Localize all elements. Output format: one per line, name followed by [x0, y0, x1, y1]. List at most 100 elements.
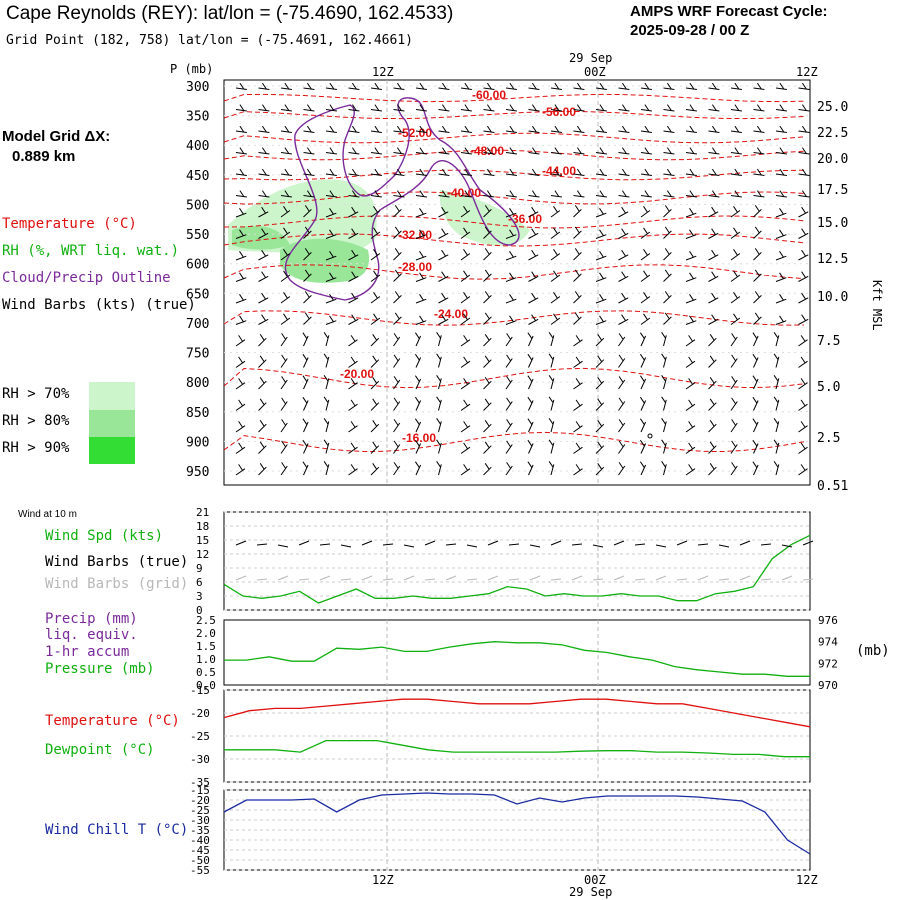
- wind-barb: [528, 318, 539, 325]
- wind-barb: [280, 422, 288, 433]
- wind-barb-feather: [486, 168, 492, 176]
- wind-barb-feather: [553, 206, 558, 213]
- wind-barb: [753, 464, 759, 476]
- wind-barb: [348, 318, 359, 325]
- wind-barb: [595, 87, 607, 90]
- wind-barb: [640, 317, 651, 325]
- wind-barb: [753, 195, 765, 198]
- wind-barb-feather: [553, 270, 558, 278]
- wind-barb-feather: [283, 292, 288, 299]
- pressure-tick-label: 700: [186, 317, 209, 332]
- precip-tick-label: 0.0: [196, 679, 216, 692]
- wind-barb-grid: [613, 575, 625, 581]
- wind-barb: [393, 230, 402, 239]
- wind-barb: [370, 210, 381, 218]
- wind-barb: [258, 87, 270, 90]
- wind-barb: [528, 357, 534, 368]
- wind-barb-feather: [711, 271, 717, 278]
- wind-barb: [730, 173, 742, 176]
- wind-barb-feather: [484, 355, 490, 363]
- wind-barb-10m: [424, 540, 436, 546]
- temperature-contour: [223, 132, 805, 144]
- precip-tick-label: 2.5: [196, 614, 216, 627]
- wind-barb-feather: [419, 82, 425, 90]
- wind-barb: [573, 382, 583, 390]
- wind-barb-feather: [779, 272, 784, 280]
- wind-barb-feather: [800, 421, 806, 428]
- wind-barb-grid: [697, 575, 709, 581]
- wind-barb-feather: [575, 442, 581, 450]
- wind-barb-10m: [592, 544, 604, 548]
- wind-barb: [280, 87, 292, 90]
- wind-barb: [505, 152, 517, 155]
- wind-barb: [258, 173, 270, 176]
- height-tick-label: 2.5: [817, 431, 840, 446]
- wind-barbs-true-label: Wind Barbs (true): [45, 554, 189, 570]
- wind-barb: [393, 252, 402, 261]
- wind-barb-feather: [689, 125, 695, 133]
- wind-barb-feather: [618, 440, 624, 448]
- wind-barb: [325, 87, 337, 90]
- wind-barb: [325, 442, 330, 454]
- wind-barb: [685, 382, 696, 390]
- wind-barb-feather: [393, 397, 399, 405]
- wind-barb: [618, 211, 629, 218]
- height-tick-label: 5.0: [817, 380, 840, 395]
- wind-barb: [528, 130, 540, 133]
- wind-barb: [348, 232, 359, 239]
- wind-barb: [370, 130, 382, 133]
- wind-barb: [348, 339, 358, 347]
- top-tick-00z: 00Z: [584, 65, 606, 79]
- wind-barb: [505, 422, 513, 433]
- wind-barb: [303, 357, 309, 368]
- wind-barb-feather: [801, 125, 807, 133]
- wind-barb: [370, 445, 380, 454]
- wind-barb-feather: [688, 335, 694, 342]
- wind-barb-feather: [731, 376, 737, 383]
- wind-barb-feather: [575, 378, 581, 385]
- wind-barb-feather: [553, 227, 558, 235]
- wind-barb-feather: [393, 462, 399, 469]
- temperature-contour-label: -56.00: [542, 105, 576, 119]
- wind-barb: [235, 298, 247, 304]
- wind-barb: [258, 109, 270, 112]
- wind-barb-grid: [655, 575, 667, 581]
- wind-barb-feather: [261, 249, 267, 257]
- wind-barb: [550, 421, 555, 433]
- wind-barb: [573, 425, 583, 433]
- wind-barb-feather: [509, 229, 514, 237]
- wind-barb-feather: [486, 125, 492, 133]
- wind-barb-10m: [235, 540, 247, 546]
- wind-barb: [573, 195, 585, 198]
- wind-barb: [235, 277, 247, 282]
- wind-barb: [798, 446, 808, 454]
- wind-tick-label: 6: [196, 576, 203, 589]
- wind-barb: [595, 212, 607, 218]
- wind-barb: [775, 298, 787, 304]
- wind-barb: [370, 380, 380, 390]
- wind-barb-feather: [394, 205, 400, 212]
- temperature-line: [223, 698, 811, 728]
- wind-barb-feather: [281, 397, 287, 405]
- wind-barb: [528, 173, 540, 176]
- wind-barb-feather: [801, 168, 807, 176]
- wind-barb-feather: [574, 312, 580, 320]
- wind-barb: [280, 444, 288, 454]
- windchill-tick-label: -15: [190, 784, 210, 797]
- wind-barb-feather: [373, 292, 378, 299]
- wind-barb: [753, 152, 765, 155]
- height-tick-label: 20.0: [817, 152, 848, 167]
- wind-barb-feather: [711, 206, 717, 214]
- wind-barb-feather: [484, 377, 490, 384]
- wind-barb-feather: [261, 190, 267, 197]
- windchill-tick-label: -50: [190, 854, 210, 867]
- wind-barb: [753, 230, 762, 239]
- wind-barb: [708, 173, 720, 176]
- temperature-contour: [223, 93, 805, 103]
- wind-barb-feather: [527, 353, 533, 361]
- wind-barb-feather: [350, 421, 356, 428]
- wind-barb: [640, 274, 651, 282]
- wind-barb: [483, 195, 495, 198]
- wind-barb-feather: [644, 82, 650, 90]
- wind-barb-feather: [711, 292, 717, 300]
